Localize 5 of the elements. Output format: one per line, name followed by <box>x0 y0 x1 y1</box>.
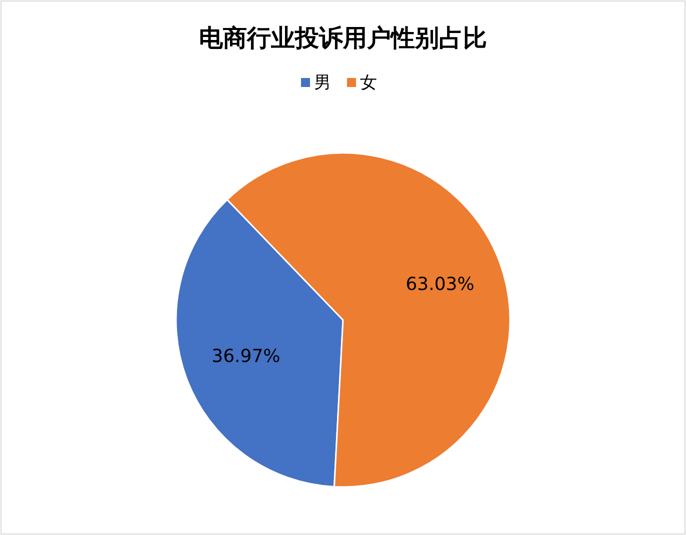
legend-label: 女 <box>360 73 377 93</box>
chart-title: 电商行业投诉用户性别占比 <box>199 24 487 52</box>
data-label: 63.03% <box>406 274 474 295</box>
legend-label: 男 <box>314 73 331 93</box>
data-label: 36.97% <box>212 346 280 368</box>
